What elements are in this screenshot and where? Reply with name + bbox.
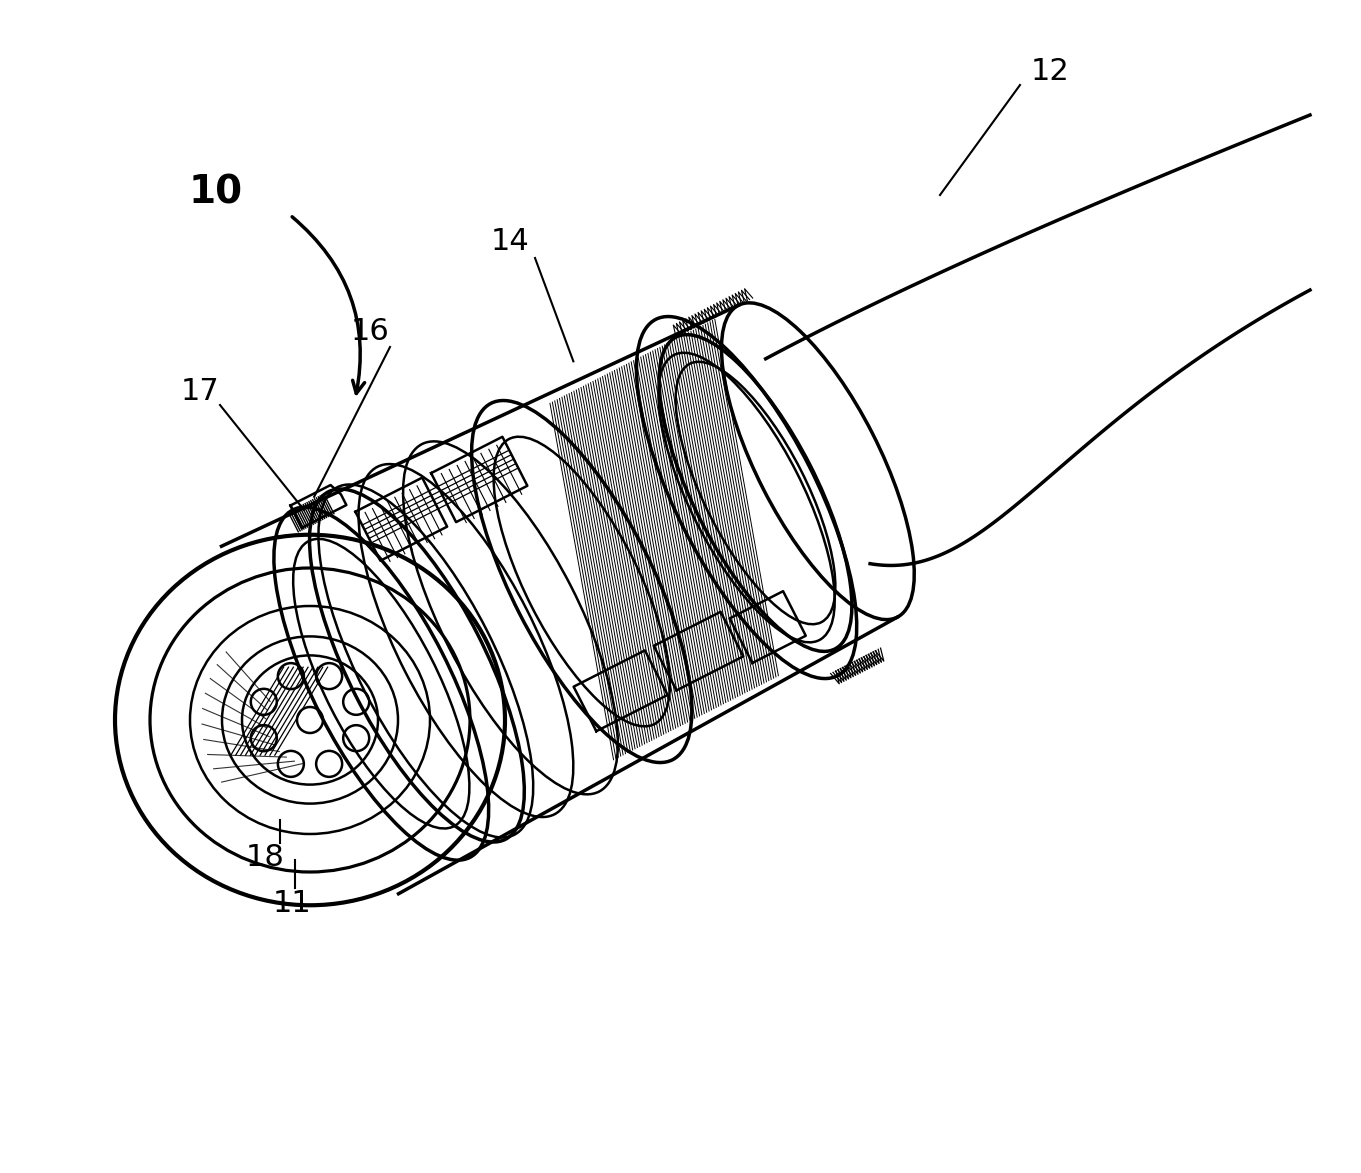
- Text: 16: 16: [351, 318, 389, 346]
- Text: 18: 18: [245, 843, 284, 873]
- Text: 10: 10: [189, 174, 244, 212]
- Text: 11: 11: [272, 888, 312, 917]
- Text: 12: 12: [1030, 57, 1070, 87]
- Text: 14: 14: [490, 228, 529, 257]
- Text: 17: 17: [181, 378, 219, 407]
